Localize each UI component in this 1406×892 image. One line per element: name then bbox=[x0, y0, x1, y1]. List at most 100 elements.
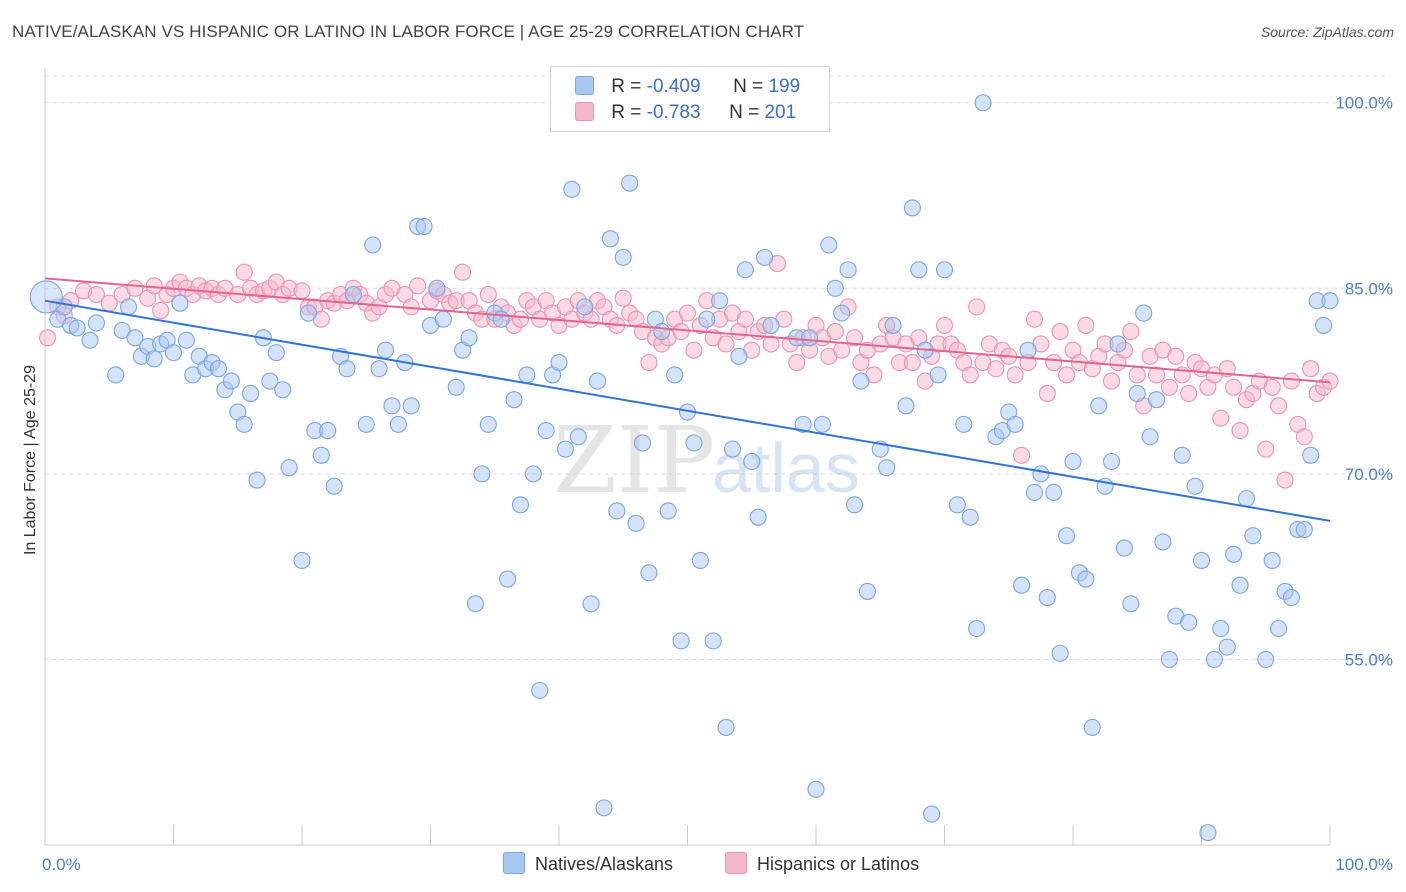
natives-point bbox=[801, 329, 819, 347]
natives-point bbox=[1237, 490, 1256, 508]
hispanics-point bbox=[961, 366, 979, 384]
natives-point bbox=[878, 459, 896, 477]
natives-point bbox=[1064, 452, 1082, 471]
legend-r-value: -0.783 bbox=[646, 102, 701, 123]
natives-point bbox=[1045, 483, 1063, 501]
natives-point bbox=[325, 477, 343, 495]
x-tick-label-min: 0.0% bbox=[42, 855, 81, 874]
hispanics-point bbox=[87, 285, 105, 304]
hispanics-point bbox=[614, 289, 632, 307]
natives-point bbox=[402, 397, 420, 415]
hispanics-point bbox=[1013, 446, 1031, 464]
natives-point bbox=[1302, 446, 1320, 464]
hispanics-point bbox=[678, 304, 697, 322]
natives-point bbox=[903, 199, 921, 217]
natives-point bbox=[1225, 545, 1243, 563]
x-tick-label-max: 100.0% bbox=[1335, 855, 1393, 874]
natives-point bbox=[479, 415, 497, 433]
legend-row-hispanics: R = -0.783 N = 201 bbox=[575, 102, 796, 126]
hispanics-point bbox=[1276, 471, 1294, 489]
natives-point bbox=[563, 180, 581, 198]
natives-point bbox=[929, 366, 947, 384]
natives-point bbox=[550, 353, 568, 372]
natives-point bbox=[1180, 613, 1198, 631]
natives-point bbox=[961, 508, 979, 526]
natives-point bbox=[813, 415, 831, 433]
hispanics-point bbox=[1160, 378, 1178, 396]
hispanics-point bbox=[1077, 316, 1095, 334]
hispanics-point bbox=[1180, 384, 1198, 403]
trend-lines bbox=[44, 277, 1331, 522]
natives-point bbox=[633, 434, 652, 452]
hispanics-point bbox=[1103, 372, 1121, 390]
natives-point bbox=[672, 632, 690, 650]
natives-point bbox=[1006, 415, 1024, 433]
natives-point bbox=[447, 378, 465, 396]
hispanics-point bbox=[672, 323, 690, 341]
natives-point bbox=[242, 384, 260, 403]
natives-point bbox=[524, 465, 542, 483]
legend-swatch-blue bbox=[575, 76, 594, 95]
natives-point bbox=[691, 551, 709, 570]
hispanics-point bbox=[1051, 323, 1069, 341]
bottom-legend-swatch-blue bbox=[503, 852, 525, 874]
natives-point bbox=[312, 446, 330, 464]
y-tick-label: 100.0% bbox=[1335, 94, 1393, 113]
natives-point bbox=[608, 502, 626, 520]
y-tick-label: 55.0% bbox=[1345, 650, 1393, 669]
natives-point bbox=[537, 422, 555, 440]
hispanics-point bbox=[1302, 360, 1320, 378]
natives-point bbox=[164, 344, 183, 362]
natives-point bbox=[1032, 465, 1050, 483]
hispanics-point bbox=[454, 263, 472, 281]
y-axis-label: In Labor Force | Age 25-29 bbox=[22, 365, 39, 555]
natives-point bbox=[107, 366, 125, 384]
y-tick-label: 70.0% bbox=[1345, 465, 1393, 484]
legend-r-value: -0.409 bbox=[646, 76, 701, 97]
natives-point bbox=[428, 279, 446, 297]
hispanics-point bbox=[1212, 409, 1230, 427]
natives-point bbox=[1315, 316, 1333, 334]
natives-point bbox=[1115, 539, 1133, 557]
natives-point bbox=[897, 397, 915, 415]
natives-point bbox=[267, 344, 285, 362]
natives-point bbox=[222, 372, 240, 390]
natives-point bbox=[659, 502, 677, 520]
hispanics-point bbox=[1257, 440, 1275, 458]
natives-point bbox=[601, 230, 619, 248]
natives-point bbox=[1090, 397, 1108, 415]
natives-point bbox=[730, 347, 748, 365]
natives-point bbox=[466, 595, 485, 613]
hispanics-point bbox=[293, 282, 311, 300]
natives-point bbox=[126, 329, 144, 347]
bottom-legend-label: Hispanics or Latinos bbox=[757, 854, 920, 874]
hispanics-point bbox=[152, 302, 170, 320]
natives-point bbox=[736, 261, 754, 279]
natives-point bbox=[852, 372, 870, 390]
natives-point bbox=[1019, 341, 1037, 359]
natives-point bbox=[1295, 520, 1313, 539]
natives-point bbox=[1147, 391, 1166, 409]
legend-r-label: R = bbox=[611, 102, 647, 123]
natives-point bbox=[1013, 576, 1031, 594]
bottom-legend-natives[interactable]: Natives/Alaskans bbox=[503, 852, 673, 875]
bottom-legend-hispanics[interactable]: Hispanics or Latinos bbox=[725, 852, 919, 875]
natives-point bbox=[588, 372, 607, 390]
natives-point bbox=[434, 310, 452, 328]
hispanics-point bbox=[126, 279, 144, 297]
natives-point bbox=[807, 780, 825, 798]
natives-point bbox=[376, 341, 395, 359]
hispanics-point bbox=[736, 310, 754, 328]
natives-point bbox=[344, 285, 362, 304]
natives-point bbox=[415, 217, 433, 236]
hispanics-point bbox=[1058, 366, 1076, 384]
hispanics-point bbox=[826, 323, 844, 341]
natives-point bbox=[473, 465, 491, 483]
natives-point bbox=[505, 391, 523, 409]
natives-point bbox=[974, 94, 992, 112]
natives-point bbox=[1173, 446, 1191, 464]
natives-point bbox=[1218, 638, 1236, 656]
natives-point bbox=[81, 331, 99, 349]
natives-point bbox=[1083, 718, 1101, 737]
